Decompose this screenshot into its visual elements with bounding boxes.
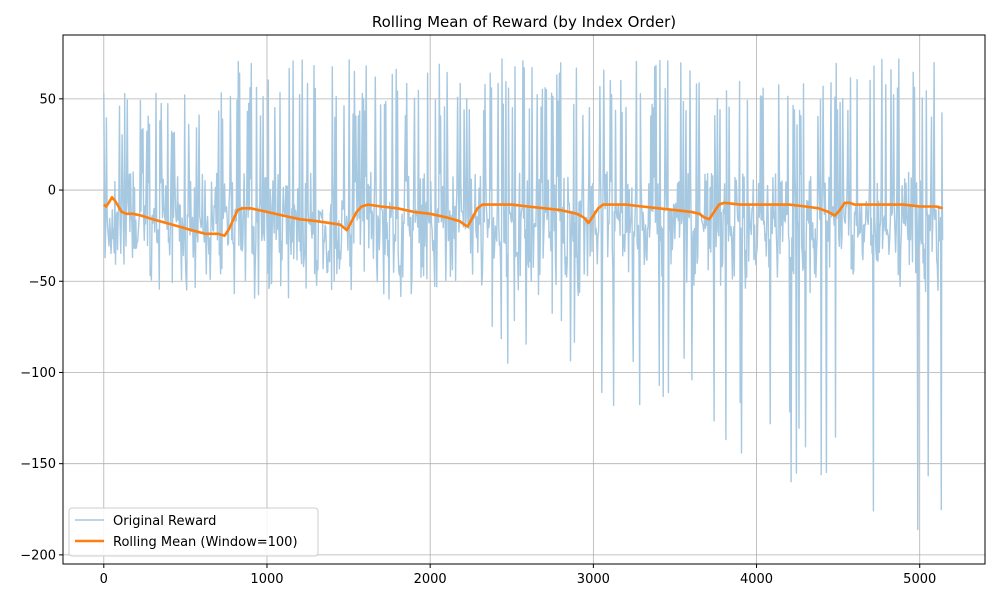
legend: Original Reward Rolling Mean (Window=100… <box>68 507 319 557</box>
x-tick-label: 4000 <box>740 572 773 587</box>
x-tick-label: 0 <box>100 572 108 587</box>
y-tick-label: 0 <box>48 184 56 199</box>
original-reward-line <box>103 58 944 531</box>
chart-title: Rolling Mean of Reward (by Index Order) <box>372 13 676 31</box>
y-tick-label: −100 <box>20 366 56 381</box>
y-tick-label: 50 <box>39 92 56 107</box>
x-tick-label: 3000 <box>577 572 610 587</box>
x-tick-label: 5000 <box>903 572 936 587</box>
legend-box <box>68 507 319 557</box>
rolling-mean-line <box>102 196 943 237</box>
x-tick-label: 1000 <box>250 572 283 587</box>
x-tick-label: 2000 <box>414 572 447 587</box>
rolling-mean-series <box>102 196 943 237</box>
y-axis-ticks: 50 0 −50 −100 −150 −200 <box>20 92 63 563</box>
y-tick-label: −200 <box>20 548 56 563</box>
legend-label-original-reward: Original Reward <box>113 514 216 529</box>
y-tick-label: −50 <box>29 275 56 290</box>
x-axis-ticks: 0 1000 2000 3000 4000 5000 <box>100 564 936 587</box>
axes-frame <box>62 34 986 565</box>
y-tick-label: −150 <box>20 457 56 472</box>
legend-label-rolling-mean: Rolling Mean (Window=100) <box>113 535 298 550</box>
original-reward-series <box>103 58 944 531</box>
